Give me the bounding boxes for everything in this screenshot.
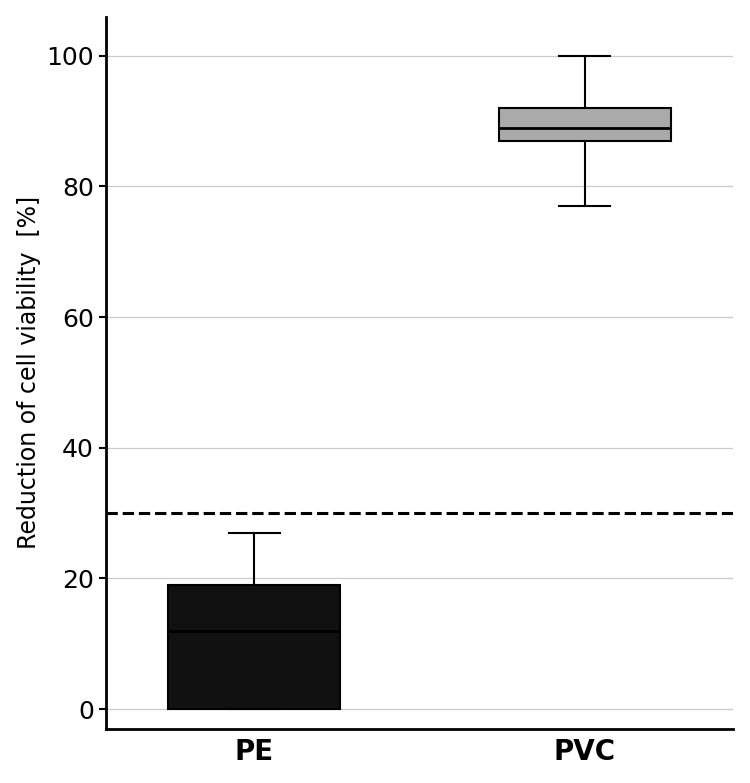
PathPatch shape (169, 585, 340, 709)
PathPatch shape (499, 108, 670, 141)
Y-axis label: Reduction of cell viability  [%]: Reduction of cell viability [%] (16, 196, 40, 549)
